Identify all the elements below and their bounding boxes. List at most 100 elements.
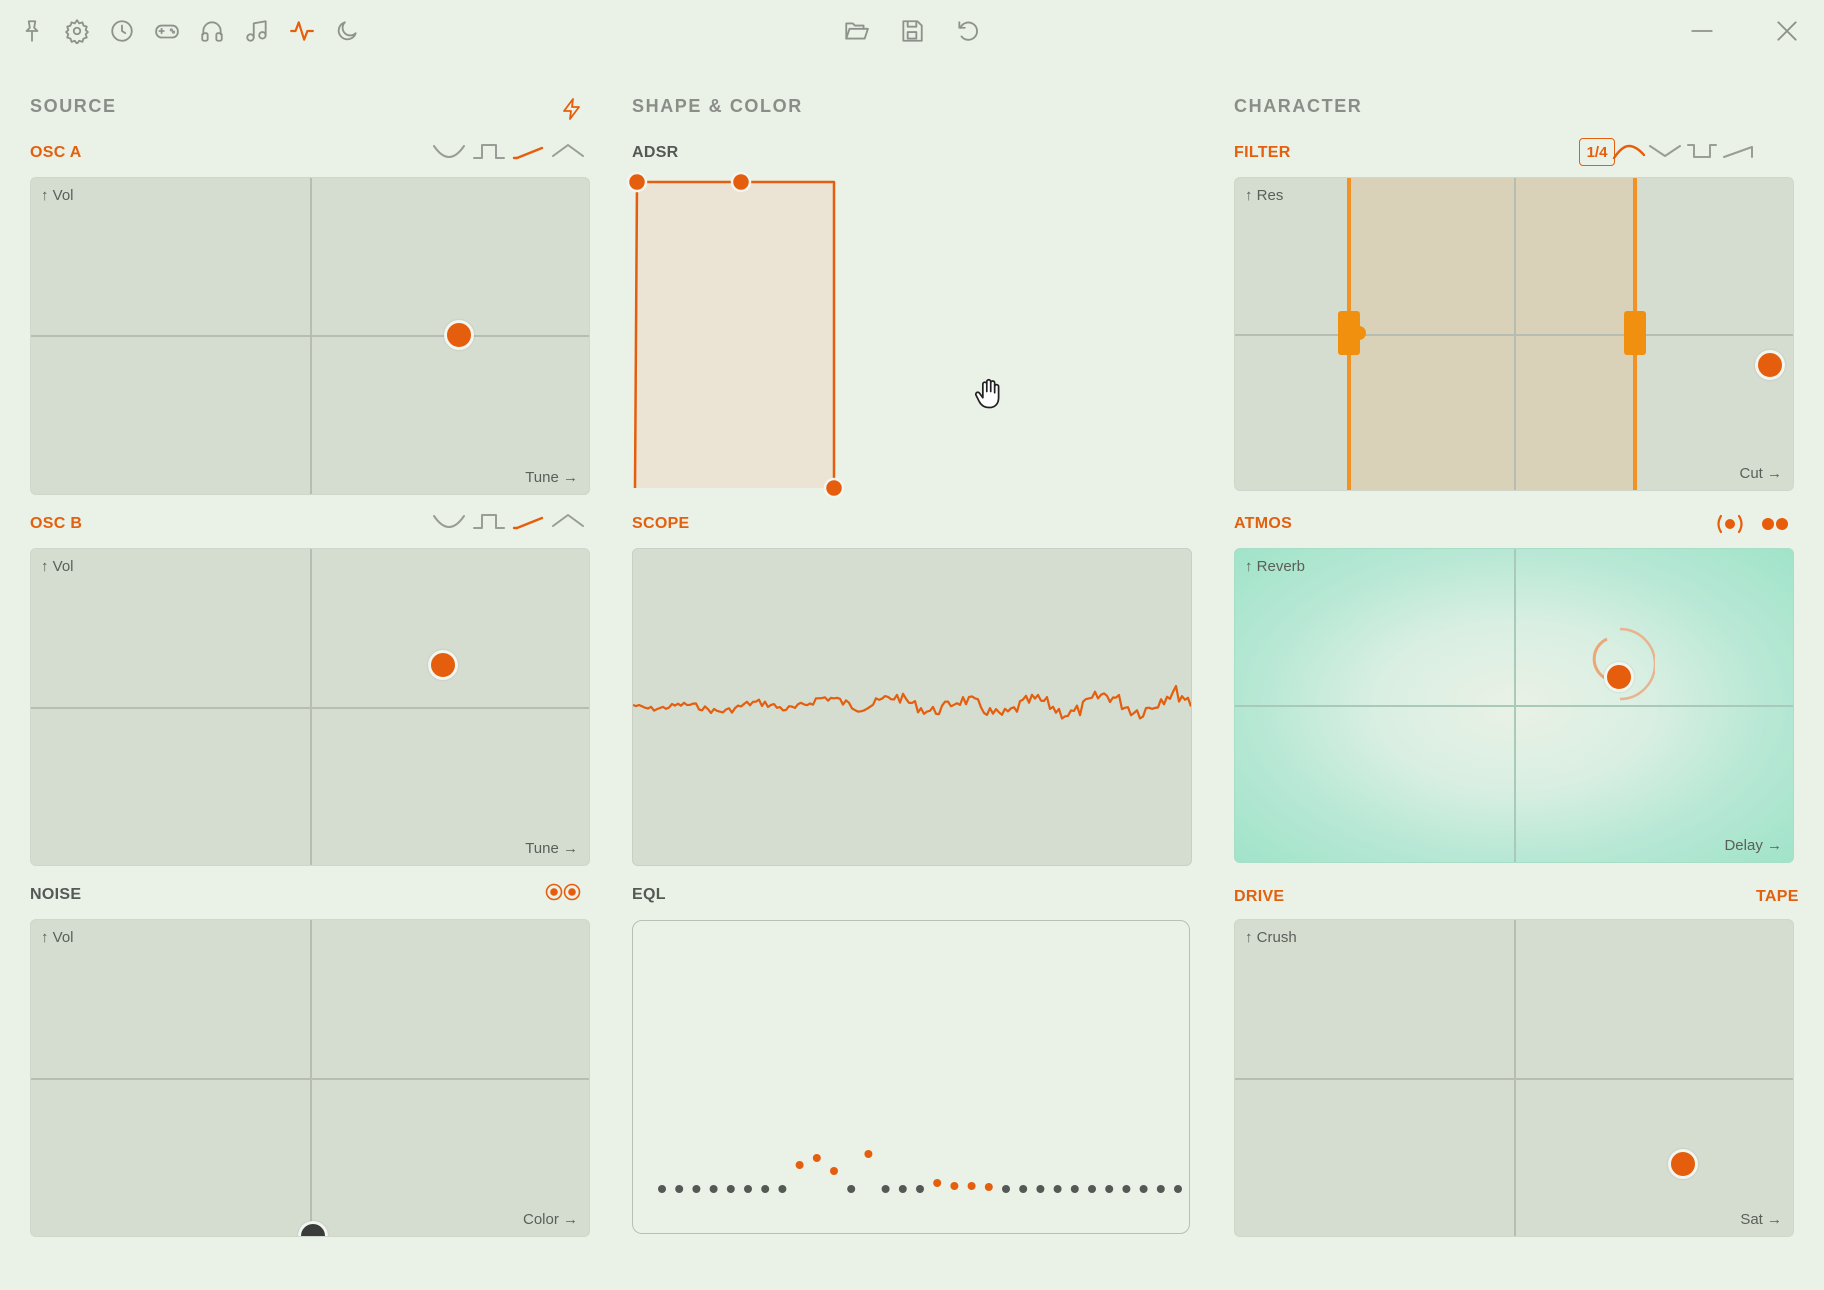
moon-icon[interactable]: [332, 16, 362, 46]
filter-y-axis-label: ↑ Res: [1245, 187, 1284, 204]
eql-dot: [950, 1182, 959, 1190]
eql-dot: [709, 1185, 718, 1193]
highpass-filter-icon[interactable]: [1722, 140, 1756, 162]
gear-icon[interactable]: [62, 16, 92, 46]
filter-rate-badge[interactable]: 1/4: [1579, 138, 1615, 166]
filter-x-axis-label: Cut →: [1739, 465, 1782, 482]
drive-x-axis-label: Sat →: [1740, 1211, 1782, 1228]
eql-dot: [1105, 1185, 1114, 1193]
eql-dot: [847, 1185, 856, 1193]
stereo-toggle-icon[interactable]: [544, 882, 582, 902]
bandpass-filter-icon[interactable]: [1686, 140, 1720, 162]
triangle-wave-icon[interactable]: [551, 510, 585, 532]
broadcast-icon[interactable]: [1714, 512, 1746, 536]
eql-dot: [812, 1154, 821, 1162]
drive-mode-badge[interactable]: TAPE: [1756, 888, 1799, 905]
filter-label: FILTER: [1234, 144, 1291, 161]
eql-dot: [898, 1185, 907, 1193]
sine-wave-icon[interactable]: [432, 140, 466, 162]
waveform-icon[interactable]: [287, 16, 317, 46]
noise-xy-pad[interactable]: ↑ Vol Color →: [30, 919, 590, 1237]
noise-knob[interactable]: [298, 1221, 328, 1236]
eql-dot: [933, 1179, 942, 1187]
eql-dot: [658, 1185, 666, 1193]
section-title-character: CHARACTER: [1234, 96, 1363, 116]
eql-dot: [778, 1185, 787, 1193]
clock-icon[interactable]: [107, 16, 137, 46]
eql-display[interactable]: [632, 920, 1190, 1234]
eql-dot: [692, 1185, 701, 1193]
drive-xy-pad[interactable]: ↑ Crush Sat →: [1234, 919, 1794, 1237]
sine-wave-icon[interactable]: [432, 510, 466, 532]
eql-dot: [726, 1185, 735, 1193]
adsr-release-handle: [823, 477, 845, 499]
eql-dot: [1139, 1185, 1148, 1193]
adsr-attack-handle: [626, 171, 648, 193]
osc-a-label: OSC A: [30, 144, 82, 161]
adsr-envelope[interactable]: [620, 165, 860, 505]
save-icon[interactable]: [897, 16, 927, 46]
eql-dot: [1053, 1185, 1062, 1193]
eql-dot: [675, 1185, 684, 1193]
drive-label: DRIVE: [1234, 888, 1285, 905]
square-wave-icon[interactable]: [472, 140, 506, 162]
hand-cursor-icon: [974, 378, 1004, 410]
notch-filter-icon[interactable]: [1648, 140, 1682, 162]
atmos-label: ATMOS: [1234, 515, 1293, 532]
filter-xy-pad[interactable]: ↑ Res Cut →: [1234, 177, 1794, 491]
osc-b-x-axis-label: Tune →: [525, 840, 578, 857]
square-wave-icon[interactable]: [472, 510, 506, 532]
osc-b-xy-pad[interactable]: ↑ Vol Tune →: [30, 548, 590, 866]
gamepad-icon[interactable]: [152, 16, 182, 46]
noise-x-axis-label: Color →: [522, 1211, 578, 1228]
eql-dot: [761, 1185, 770, 1193]
eql-dot: [1019, 1185, 1028, 1193]
eql-dot: [1002, 1185, 1010, 1193]
drive-knob[interactable]: [1668, 1149, 1698, 1179]
drive-y-axis-label: ↑ Crush: [1245, 929, 1297, 946]
saw-wave-icon[interactable]: [512, 140, 546, 162]
eql-dot: [916, 1185, 924, 1193]
close-icon[interactable]: [1772, 16, 1802, 46]
adsr-label: ADSR: [632, 144, 679, 161]
eql-label: EQL: [632, 886, 666, 903]
scope-label: SCOPE: [632, 515, 690, 532]
osc-b-y-axis-label: ↑ Vol: [41, 558, 74, 575]
osc-a-xy-pad[interactable]: ↑ Vol Tune →: [30, 177, 590, 495]
headphones-icon[interactable]: [197, 16, 227, 46]
minimize-icon[interactable]: [1687, 16, 1717, 46]
eql-dot: [1174, 1185, 1182, 1193]
adsr-decay-handle: [730, 171, 752, 193]
undo-icon[interactable]: [953, 16, 983, 46]
music-note-icon[interactable]: [242, 16, 272, 46]
osc-a-x-axis-label: Tune →: [525, 469, 578, 486]
osc-b-label: OSC B: [30, 515, 83, 532]
lowpass-filter-icon[interactable]: [1612, 140, 1646, 162]
filter-low-handle[interactable]: [1338, 311, 1360, 355]
dual-dot-icon[interactable]: [1760, 516, 1790, 532]
eql-dot: [1122, 1185, 1131, 1193]
osc-b-knob[interactable]: [428, 650, 458, 680]
filter-high-handle[interactable]: [1624, 311, 1646, 355]
eql-dot: [881, 1185, 890, 1193]
osc-a-y-axis-label: ↑ Vol: [41, 187, 74, 204]
eql-dot: [744, 1185, 752, 1193]
lightning-icon[interactable]: [560, 97, 584, 121]
saw-wave-icon[interactable]: [512, 510, 546, 532]
osc-a-knob[interactable]: [444, 320, 474, 350]
atmos-knob[interactable]: [1604, 662, 1634, 692]
scope-waveform: [633, 684, 1191, 720]
section-title-shape-color: SHAPE & COLOR: [632, 96, 803, 116]
eql-dot: [967, 1182, 976, 1190]
atmos-x-axis-label: Delay →: [1724, 837, 1782, 854]
triangle-wave-icon[interactable]: [551, 140, 585, 162]
eql-dot: [1088, 1185, 1096, 1193]
noise-label: NOISE: [30, 886, 82, 903]
pin-icon[interactable]: [17, 16, 47, 46]
filter-knob[interactable]: [1755, 350, 1785, 380]
atmos-xy-pad[interactable]: ↑ Reverb Delay →: [1234, 548, 1794, 863]
folder-open-icon[interactable]: [841, 16, 871, 46]
atmos-y-axis-label: ↑ Reverb: [1245, 558, 1306, 575]
eql-dot: [1156, 1185, 1165, 1193]
eql-dot: [864, 1150, 873, 1158]
